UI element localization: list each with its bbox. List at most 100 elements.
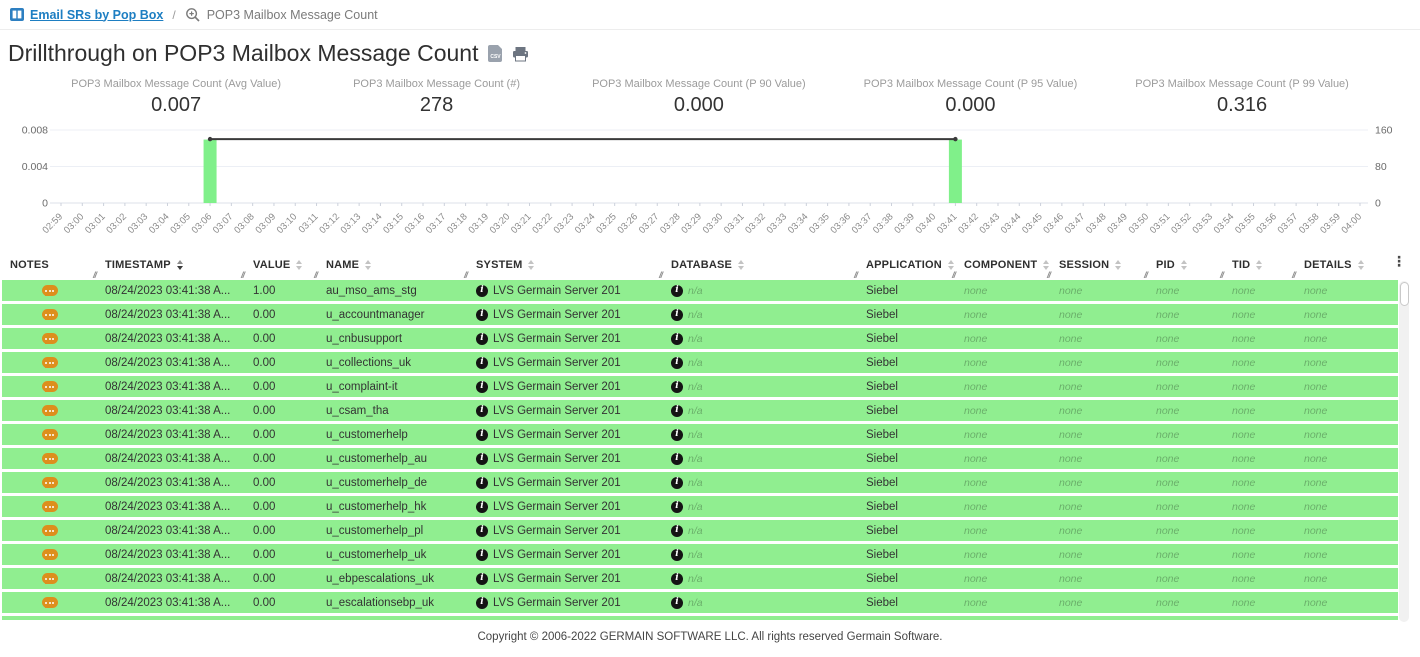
column-resize-handle[interactable]: //: [854, 270, 858, 280]
column-resize-handle[interactable]: //: [241, 270, 245, 280]
chart-bar[interactable]: [948, 139, 962, 203]
notes-bubble-icon[interactable]: [41, 381, 58, 392]
info-icon[interactable]: i: [476, 404, 488, 417]
table-row[interactable]: 08/24/2023 03:41:38 A... 0.00 u_csam_tha i L…: [2, 400, 1398, 421]
info-icon[interactable]: i: [476, 380, 488, 393]
table-row[interactable]: 08/24/2023 03:41:38 A... 0.00 u_accountman…: [2, 304, 1398, 325]
info-icon[interactable]: i: [476, 524, 488, 537]
info-icon[interactable]: i: [476, 308, 488, 321]
notes-bubble-icon[interactable]: [41, 429, 58, 440]
column-resize-handle[interactable]: //: [464, 270, 468, 280]
cell-component: none: [956, 309, 1051, 321]
table-row[interactable]: 08/24/2023 03:41:38 A... 0.00 u_cnbusuppor…: [2, 328, 1398, 349]
info-icon[interactable]: i: [476, 284, 488, 297]
info-icon[interactable]: i: [671, 500, 683, 513]
column-header-pid[interactable]: // PID: [1144, 250, 1224, 280]
column-resize-handle[interactable]: //: [93, 270, 97, 280]
cell-value: 0.00: [245, 597, 318, 609]
info-icon[interactable]: i: [671, 572, 683, 585]
notes-bubble-icon[interactable]: [41, 333, 58, 344]
cell-component: none: [956, 549, 1051, 561]
table-row[interactable]: 08/24/2023 03:41:38 A... 0.00 u_customerhe…: [2, 496, 1398, 517]
table-row[interactable]: 08/24/2023 03:41:38 A... 0.00 u_escalation…: [2, 592, 1398, 613]
printer-icon[interactable]: [512, 46, 529, 62]
table-row[interactable]: 08/24/2023 03:41:38 A... 0.00 u_customerhe…: [2, 424, 1398, 445]
cell-details: none: [1296, 549, 1398, 561]
info-icon[interactable]: i: [671, 332, 683, 345]
table-row[interactable]: 08/24/2023 03:41:38 A... 0.00 u_complaint-…: [2, 376, 1398, 397]
cell-tid: none: [1224, 477, 1296, 489]
notes-bubble-icon[interactable]: [41, 309, 58, 320]
info-icon[interactable]: i: [671, 476, 683, 489]
info-icon[interactable]: i: [476, 452, 488, 465]
column-header-database[interactable]: // DATABASE: [659, 250, 858, 280]
column-header-details[interactable]: // DETAILS: [1292, 250, 1398, 280]
notes-bubble-icon[interactable]: [41, 405, 58, 416]
table-menu-kebab-icon[interactable]: ⋮: [1392, 253, 1406, 269]
timeseries-chart: 0.008 160 0.004 80 0 0 02:59 03:00 03:01 03:02 03:…: [0, 122, 1420, 248]
table-row[interactable]: 08/24/2023 03:41:38 A... 0.00 u_collection…: [2, 352, 1398, 373]
notes-bubble-icon[interactable]: [41, 285, 58, 296]
dot: [52, 337, 54, 340]
info-icon[interactable]: i: [671, 404, 683, 417]
notes-bubble-icon[interactable]: [41, 453, 58, 464]
export-csv-icon[interactable]: CSV: [488, 45, 503, 62]
notes-bubble-icon[interactable]: [41, 597, 58, 608]
info-icon[interactable]: i: [671, 380, 683, 393]
dot: [45, 409, 47, 412]
table-scrollbar-track[interactable]: [1399, 281, 1409, 622]
column-header-session[interactable]: // SESSION: [1047, 250, 1148, 280]
info-icon[interactable]: i: [671, 548, 683, 561]
info-icon[interactable]: i: [476, 548, 488, 561]
chart-bar[interactable]: [203, 139, 217, 203]
table-scrollbar-thumb[interactable]: [1399, 282, 1409, 306]
column-header-tid[interactable]: // TID: [1220, 250, 1296, 280]
info-icon[interactable]: i: [476, 596, 488, 609]
table-row[interactable]: 08/24/2023 03:41:38 A... 1.00 au_mso_ams_s…: [2, 280, 1398, 301]
column-header-value[interactable]: // VALUE: [241, 250, 318, 280]
breadcrumb-link[interactable]: Email SRs by Pop Box: [30, 7, 164, 22]
info-icon[interactable]: i: [476, 500, 488, 513]
name-value: u_ebpescalations_uk: [326, 572, 435, 585]
notes-bubble-icon[interactable]: [41, 549, 58, 560]
info-icon[interactable]: i: [476, 428, 488, 441]
info-icon[interactable]: i: [476, 572, 488, 585]
cell-timestamp: 08/24/2023 03:41:38 A...: [97, 549, 245, 561]
info-icon[interactable]: i: [671, 284, 683, 297]
table-row[interactable]: 08/24/2023 03:41:38 A... 0.00 u_ebpescalat…: [2, 568, 1398, 589]
column-header-application[interactable]: // APPLICATION: [854, 250, 956, 280]
info-icon[interactable]: i: [671, 596, 683, 609]
column-resize-handle[interactable]: //: [952, 270, 956, 280]
column-resize-handle[interactable]: //: [1047, 270, 1051, 280]
info-icon[interactable]: i: [671, 428, 683, 441]
notes-bubble-icon[interactable]: [41, 357, 58, 368]
column-header-system[interactable]: // SYSTEM: [464, 250, 663, 280]
info-icon[interactable]: i: [671, 308, 683, 321]
info-icon[interactable]: i: [671, 356, 683, 369]
table-row[interactable]: 08/24/2023 03:41:38 A... 0.00 u_customerhe…: [2, 448, 1398, 469]
column-resize-handle[interactable]: //: [1292, 270, 1296, 280]
notes-bubble-icon[interactable]: [41, 525, 58, 536]
notes-bubble-icon[interactable]: [41, 573, 58, 584]
info-icon[interactable]: i: [476, 356, 488, 369]
notes-bubble-icon[interactable]: [41, 501, 58, 512]
column-resize-handle[interactable]: //: [659, 270, 663, 280]
table-row[interactable]: 08/24/2023 03:41:38 A... 0.00 u_customerhe…: [2, 472, 1398, 493]
column-resize-handle[interactable]: //: [1220, 270, 1224, 280]
x-axis-label: 03:38: [871, 211, 896, 236]
info-icon[interactable]: i: [476, 476, 488, 489]
column-header-component[interactable]: // COMPONENT: [952, 250, 1051, 280]
column-header-notes[interactable]: NOTES: [2, 250, 97, 280]
column-header-name[interactable]: // NAME: [314, 250, 468, 280]
table-row[interactable]: 08/24/2023 03:41:38 A... 0.00 u_customerhe…: [2, 520, 1398, 541]
column-header-timestamp[interactable]: // TIMESTAMP: [93, 250, 245, 280]
info-icon[interactable]: i: [671, 452, 683, 465]
table-row[interactable]: 08/24/2023 03:41:38 A... 0.00 u_customerhe…: [2, 544, 1398, 565]
column-resize-handle[interactable]: //: [314, 270, 318, 280]
tid-value: none: [1232, 356, 1256, 369]
column-resize-handle[interactable]: //: [1144, 270, 1148, 280]
info-icon[interactable]: i: [671, 524, 683, 537]
notes-bubble-icon[interactable]: [41, 477, 58, 488]
cell-application: Siebel: [858, 429, 956, 441]
info-icon[interactable]: i: [476, 332, 488, 345]
